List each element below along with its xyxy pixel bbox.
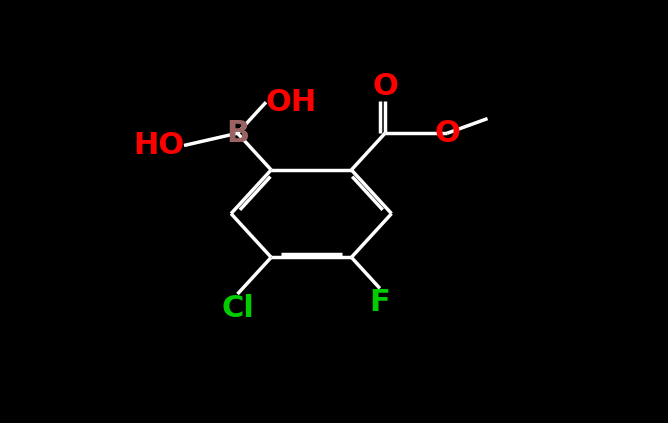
Text: Cl: Cl: [221, 294, 254, 323]
Text: F: F: [369, 288, 390, 317]
Text: O: O: [372, 71, 398, 101]
Text: O: O: [434, 119, 460, 148]
Text: B: B: [226, 119, 249, 148]
Text: HO: HO: [133, 131, 184, 160]
Text: OH: OH: [266, 88, 317, 117]
